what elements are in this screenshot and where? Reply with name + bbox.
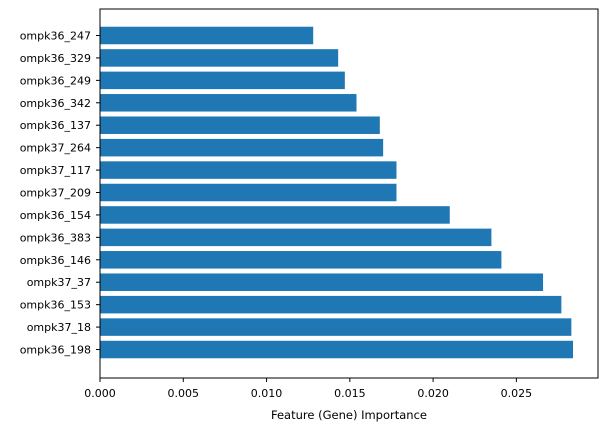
x-axis-label: Feature (Gene) Importance [271, 408, 427, 422]
bar-ompk36_153 [100, 295, 562, 314]
bars-group [100, 26, 574, 359]
bar-ompk36_383 [100, 228, 492, 247]
y-tick-label: ompk36_249 [20, 74, 91, 87]
y-tick-label: ompk36_146 [20, 254, 91, 267]
bar-ompk36_249 [100, 71, 345, 90]
y-tick-label: ompk36_153 [20, 299, 91, 312]
bar-ompk36_247 [100, 26, 314, 45]
y-tick-label: ompk37_117 [20, 164, 91, 177]
y-tick-label: ompk36_329 [20, 52, 91, 65]
y-tick-label: ompk36_247 [20, 30, 91, 43]
x-tick-label: 0.020 [417, 387, 449, 400]
bar-ompk36_329 [100, 49, 339, 67]
y-tick-label: ompk36_198 [20, 344, 91, 357]
y-tick-label: ompk36_137 [20, 119, 91, 132]
y-tick-label: ompk37_264 [20, 142, 91, 155]
x-tick-label: 0.000 [84, 387, 116, 400]
bar-ompk36_146 [100, 251, 502, 269]
y-tick-label: ompk36_383 [20, 231, 91, 244]
x-tick-label: 0.025 [501, 387, 533, 400]
y-tick-label: ompk36_342 [20, 97, 91, 110]
x-tick-label: 0.015 [334, 387, 366, 400]
bar-ompk37_18 [100, 318, 572, 336]
bar-ompk37_264 [100, 138, 384, 157]
y-tick-label: ompk37_209 [20, 187, 91, 200]
plot-frame [99, 8, 599, 379]
bar-ompk37_37 [100, 273, 544, 291]
bar-ompk36_198 [100, 340, 574, 359]
bar-ompk37_117 [100, 161, 397, 179]
x-ticks: 0.000 0.005 0.010 0.015 0.020 0.025 [84, 378, 532, 400]
y-tick-label: ompk36_154 [20, 209, 91, 222]
bar-ompk37_209 [100, 183, 397, 202]
bar-ompk36_137 [100, 116, 380, 134]
bar-ompk36_342 [100, 94, 357, 112]
y-tick-labels: ompk36_247 ompk36_329 ompk36_249 ompk36_342… [20, 30, 100, 357]
y-tick-label: ompk37_18 [27, 321, 91, 334]
x-tick-label: 0.005 [168, 387, 200, 400]
x-tick-label: 0.010 [251, 387, 283, 400]
bar-ompk36_154 [100, 206, 450, 224]
y-tick-label: ompk37_37 [27, 276, 91, 289]
